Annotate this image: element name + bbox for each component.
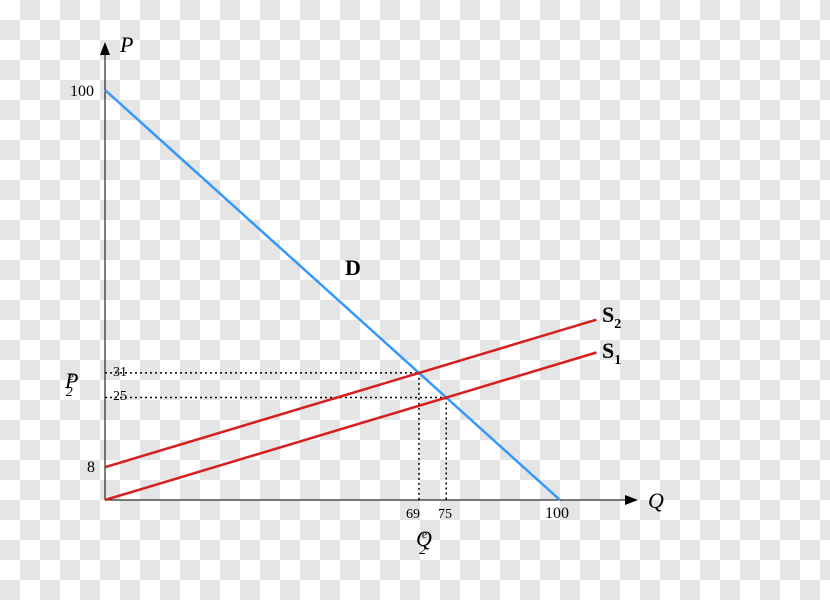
supply1-curve bbox=[105, 353, 596, 501]
y-axis-label: P bbox=[119, 32, 133, 57]
p2e-annotation: Pe2 bbox=[64, 368, 78, 400]
q2e-annotation: Qe2 bbox=[416, 526, 432, 558]
supply2-label: S2 bbox=[602, 302, 621, 332]
x-axis-arrow bbox=[625, 495, 638, 505]
demand-label: D bbox=[345, 255, 361, 280]
y-axis-arrow bbox=[100, 42, 110, 55]
supply-demand-chart: P Q D S2 S1 100 31 25 8 Pe2 69 bbox=[0, 0, 830, 600]
ytick-8: 8 bbox=[87, 459, 95, 476]
demand-curve bbox=[105, 90, 560, 500]
supply2-curve bbox=[105, 320, 596, 468]
xtick-75: 75 bbox=[438, 507, 452, 522]
ytick-100: 100 bbox=[70, 83, 94, 100]
x-axis-label: Q bbox=[648, 488, 664, 513]
ytick-25: 25 bbox=[113, 389, 127, 404]
ytick-31: 31 bbox=[113, 365, 127, 380]
xtick-69: 69 bbox=[406, 507, 420, 522]
supply1-label: S1 bbox=[602, 338, 621, 368]
xtick-100: 100 bbox=[545, 505, 569, 522]
